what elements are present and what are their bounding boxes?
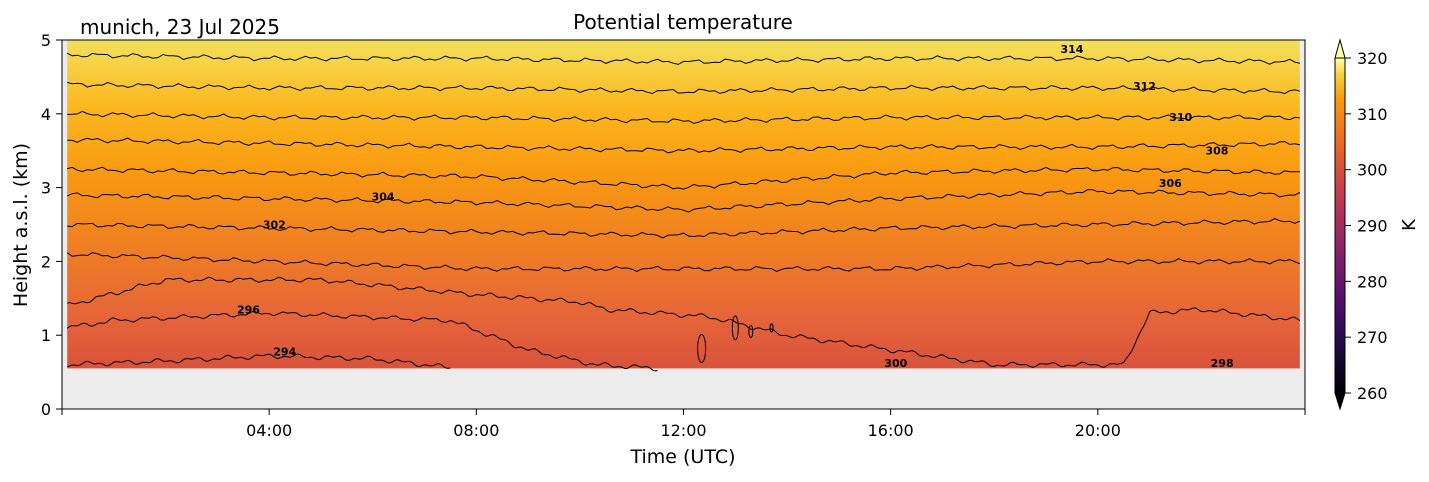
- contour-label-302: 302: [263, 219, 286, 232]
- y-axis-label: Height a.s.l. (km): [10, 143, 32, 307]
- contour-label-296: 296: [237, 303, 260, 316]
- y-tick-label: 4: [41, 105, 51, 124]
- temperature-field: [67, 40, 1300, 369]
- colorbar-tick-label: 260: [1357, 384, 1388, 403]
- x-tick-label: 08:00: [453, 421, 499, 440]
- contour-labels: 294 296 298 300 302 304 306 308 310 312 314: [237, 43, 1234, 370]
- contour-label-310: 310: [1169, 111, 1192, 124]
- y-tick-label: 0: [41, 400, 51, 419]
- contour-line-296: [66, 310, 658, 372]
- chart-title: Potential temperature: [573, 10, 793, 34]
- x-tick-label: 16:00: [868, 421, 914, 440]
- colorbar-tick-label: 290: [1357, 217, 1388, 236]
- colorbar-tick-label: 280: [1357, 272, 1388, 291]
- contour-line-304: [66, 189, 1301, 213]
- colorbar-tick-label: 270: [1357, 328, 1388, 347]
- colorbar-tick-label: 300: [1357, 161, 1388, 180]
- y-axis-ticks: 0 1 2 3 4 5: [41, 31, 62, 419]
- contour-label-298: 298: [1211, 357, 1234, 370]
- contour-label-294: 294: [273, 345, 296, 358]
- contour-label-314: 314: [1060, 43, 1083, 56]
- contour-line-300: [66, 252, 1300, 272]
- contour-line-306: [67, 166, 1300, 190]
- contour-line-314: [66, 52, 1300, 65]
- y-tick-label: 1: [41, 326, 51, 345]
- colorbar-tick-label: 310: [1357, 105, 1388, 124]
- contour-line-294: [67, 353, 451, 369]
- colorbar-extend-top: [1334, 38, 1346, 59]
- colorbar-extend-bottom: [1334, 392, 1346, 411]
- colorbar-gradient: [1334, 57, 1346, 394]
- y-tick-label: 3: [41, 179, 51, 198]
- contour-closed-1: [731, 315, 739, 341]
- colorbar-label: K: [1399, 218, 1420, 231]
- contour-closed-2: [748, 325, 754, 339]
- x-axis-ticks: 04:00 08:00 12:00 16:00 20:00: [61, 409, 1306, 440]
- colorbar: 260 270 280 290 300 310 320 K: [1334, 38, 1420, 411]
- contour-label-300: 300: [884, 357, 907, 370]
- contour-closed-0: [697, 333, 707, 363]
- chart-subtitle: munich, 23 Jul 2025: [80, 15, 280, 39]
- x-tick-label: 20:00: [1075, 421, 1121, 440]
- contour-label-304: 304: [372, 190, 395, 203]
- contour-line-302: [67, 218, 1300, 239]
- x-tick-label: 12:00: [660, 421, 706, 440]
- y-tick-label: 5: [41, 31, 51, 50]
- x-axis-label: Time (UTC): [629, 446, 735, 468]
- contour-label-306: 306: [1159, 177, 1182, 190]
- contour-line-308: [67, 137, 1300, 154]
- contour-line-310: [67, 110, 1300, 124]
- colorbar-tick-label: 320: [1357, 49, 1388, 68]
- x-tick-label: 04:00: [246, 421, 292, 440]
- contour-line-298: [67, 276, 1301, 368]
- colorbar-ticks: 260 270 280 290 300 310 320: [1345, 49, 1388, 403]
- contour-label-308: 308: [1205, 145, 1228, 158]
- contour-label-312: 312: [1133, 80, 1156, 93]
- contour-closed-3: [769, 323, 774, 333]
- y-tick-label: 2: [41, 252, 51, 271]
- contour-line-312: [67, 81, 1300, 95]
- contour-lines: [66, 52, 1301, 372]
